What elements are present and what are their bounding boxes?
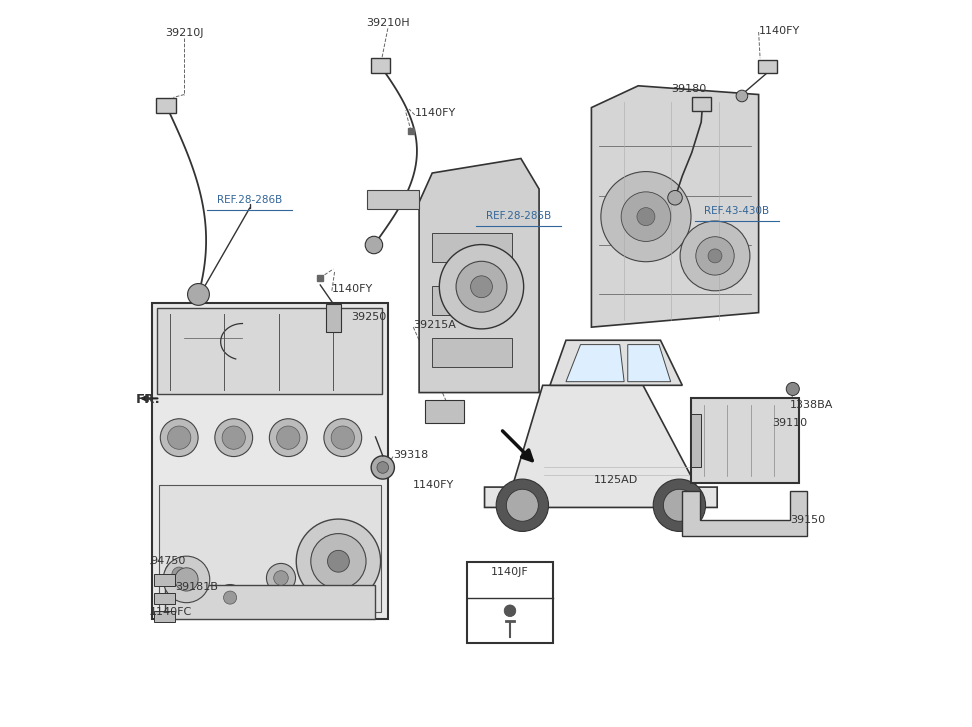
Text: REF.28-286B: REF.28-286B xyxy=(217,195,282,205)
Circle shape xyxy=(504,605,516,616)
Circle shape xyxy=(377,462,389,473)
Circle shape xyxy=(277,426,300,449)
Bar xyxy=(164,585,375,619)
Circle shape xyxy=(324,419,362,457)
Text: 1140FY: 1140FY xyxy=(413,480,455,490)
Circle shape xyxy=(680,221,750,291)
Text: 39215A: 39215A xyxy=(413,320,456,330)
Polygon shape xyxy=(485,385,717,507)
Text: 94750: 94750 xyxy=(150,556,186,566)
Circle shape xyxy=(470,276,493,297)
Circle shape xyxy=(164,560,193,589)
Bar xyxy=(155,593,175,604)
Circle shape xyxy=(663,489,695,521)
Bar xyxy=(433,233,512,262)
Polygon shape xyxy=(185,324,242,353)
Polygon shape xyxy=(682,491,808,536)
Circle shape xyxy=(266,563,295,593)
Bar xyxy=(371,58,390,73)
Polygon shape xyxy=(419,158,539,393)
Circle shape xyxy=(621,192,671,241)
Circle shape xyxy=(215,419,253,457)
Bar xyxy=(758,60,777,73)
Bar xyxy=(158,485,381,612)
Text: 39210H: 39210H xyxy=(366,18,409,28)
Bar xyxy=(691,398,799,483)
Text: 39150: 39150 xyxy=(790,515,825,525)
Circle shape xyxy=(601,172,691,262)
Circle shape xyxy=(653,479,706,531)
Bar xyxy=(433,286,512,315)
Bar xyxy=(691,414,701,467)
Text: 39318: 39318 xyxy=(393,450,429,460)
Polygon shape xyxy=(591,86,758,327)
Circle shape xyxy=(696,237,734,275)
Bar xyxy=(326,304,340,332)
Circle shape xyxy=(163,556,210,603)
Polygon shape xyxy=(425,400,465,423)
Circle shape xyxy=(506,489,538,521)
Text: REF.28-285B: REF.28-285B xyxy=(486,211,551,221)
Circle shape xyxy=(668,190,682,205)
Text: 39181B: 39181B xyxy=(175,582,218,592)
Bar xyxy=(152,303,388,619)
Circle shape xyxy=(172,567,187,582)
Bar xyxy=(155,574,175,586)
Text: 39250: 39250 xyxy=(352,312,387,322)
Circle shape xyxy=(365,236,383,254)
Text: FR.: FR. xyxy=(135,393,160,406)
Circle shape xyxy=(736,90,747,102)
Bar xyxy=(157,308,382,394)
Text: 39110: 39110 xyxy=(772,418,807,428)
Text: 1140FY: 1140FY xyxy=(415,108,456,118)
Bar xyxy=(366,190,419,209)
Bar xyxy=(433,338,512,367)
Text: 1140FY: 1140FY xyxy=(758,26,800,36)
Circle shape xyxy=(269,419,307,457)
Text: 1338BA: 1338BA xyxy=(790,400,833,410)
Bar xyxy=(155,611,175,622)
Text: 1140JF: 1140JF xyxy=(491,567,528,577)
Circle shape xyxy=(439,244,524,329)
Circle shape xyxy=(637,208,655,225)
Circle shape xyxy=(160,419,198,457)
Circle shape xyxy=(274,571,289,585)
Circle shape xyxy=(167,426,191,449)
Text: 39210J: 39210J xyxy=(165,28,203,38)
Text: 1140FC: 1140FC xyxy=(150,607,192,617)
Circle shape xyxy=(496,479,548,531)
Polygon shape xyxy=(566,345,624,382)
Circle shape xyxy=(224,591,236,604)
Polygon shape xyxy=(628,345,671,382)
Circle shape xyxy=(456,261,507,312)
Bar xyxy=(156,98,176,113)
Polygon shape xyxy=(550,340,682,385)
Circle shape xyxy=(371,456,395,479)
Circle shape xyxy=(328,550,349,572)
Circle shape xyxy=(175,568,198,591)
Circle shape xyxy=(311,534,366,589)
Bar xyxy=(468,562,553,643)
Circle shape xyxy=(331,426,355,449)
Text: REF.43-430B: REF.43-430B xyxy=(705,206,770,216)
Circle shape xyxy=(222,426,245,449)
Circle shape xyxy=(217,585,243,611)
Circle shape xyxy=(188,284,209,305)
Text: 1125AD: 1125AD xyxy=(594,475,638,485)
Circle shape xyxy=(296,519,381,603)
Text: 39180: 39180 xyxy=(672,84,707,94)
Bar xyxy=(692,97,712,111)
Circle shape xyxy=(786,382,799,395)
Text: 1140FY: 1140FY xyxy=(331,284,373,294)
Circle shape xyxy=(708,249,722,263)
